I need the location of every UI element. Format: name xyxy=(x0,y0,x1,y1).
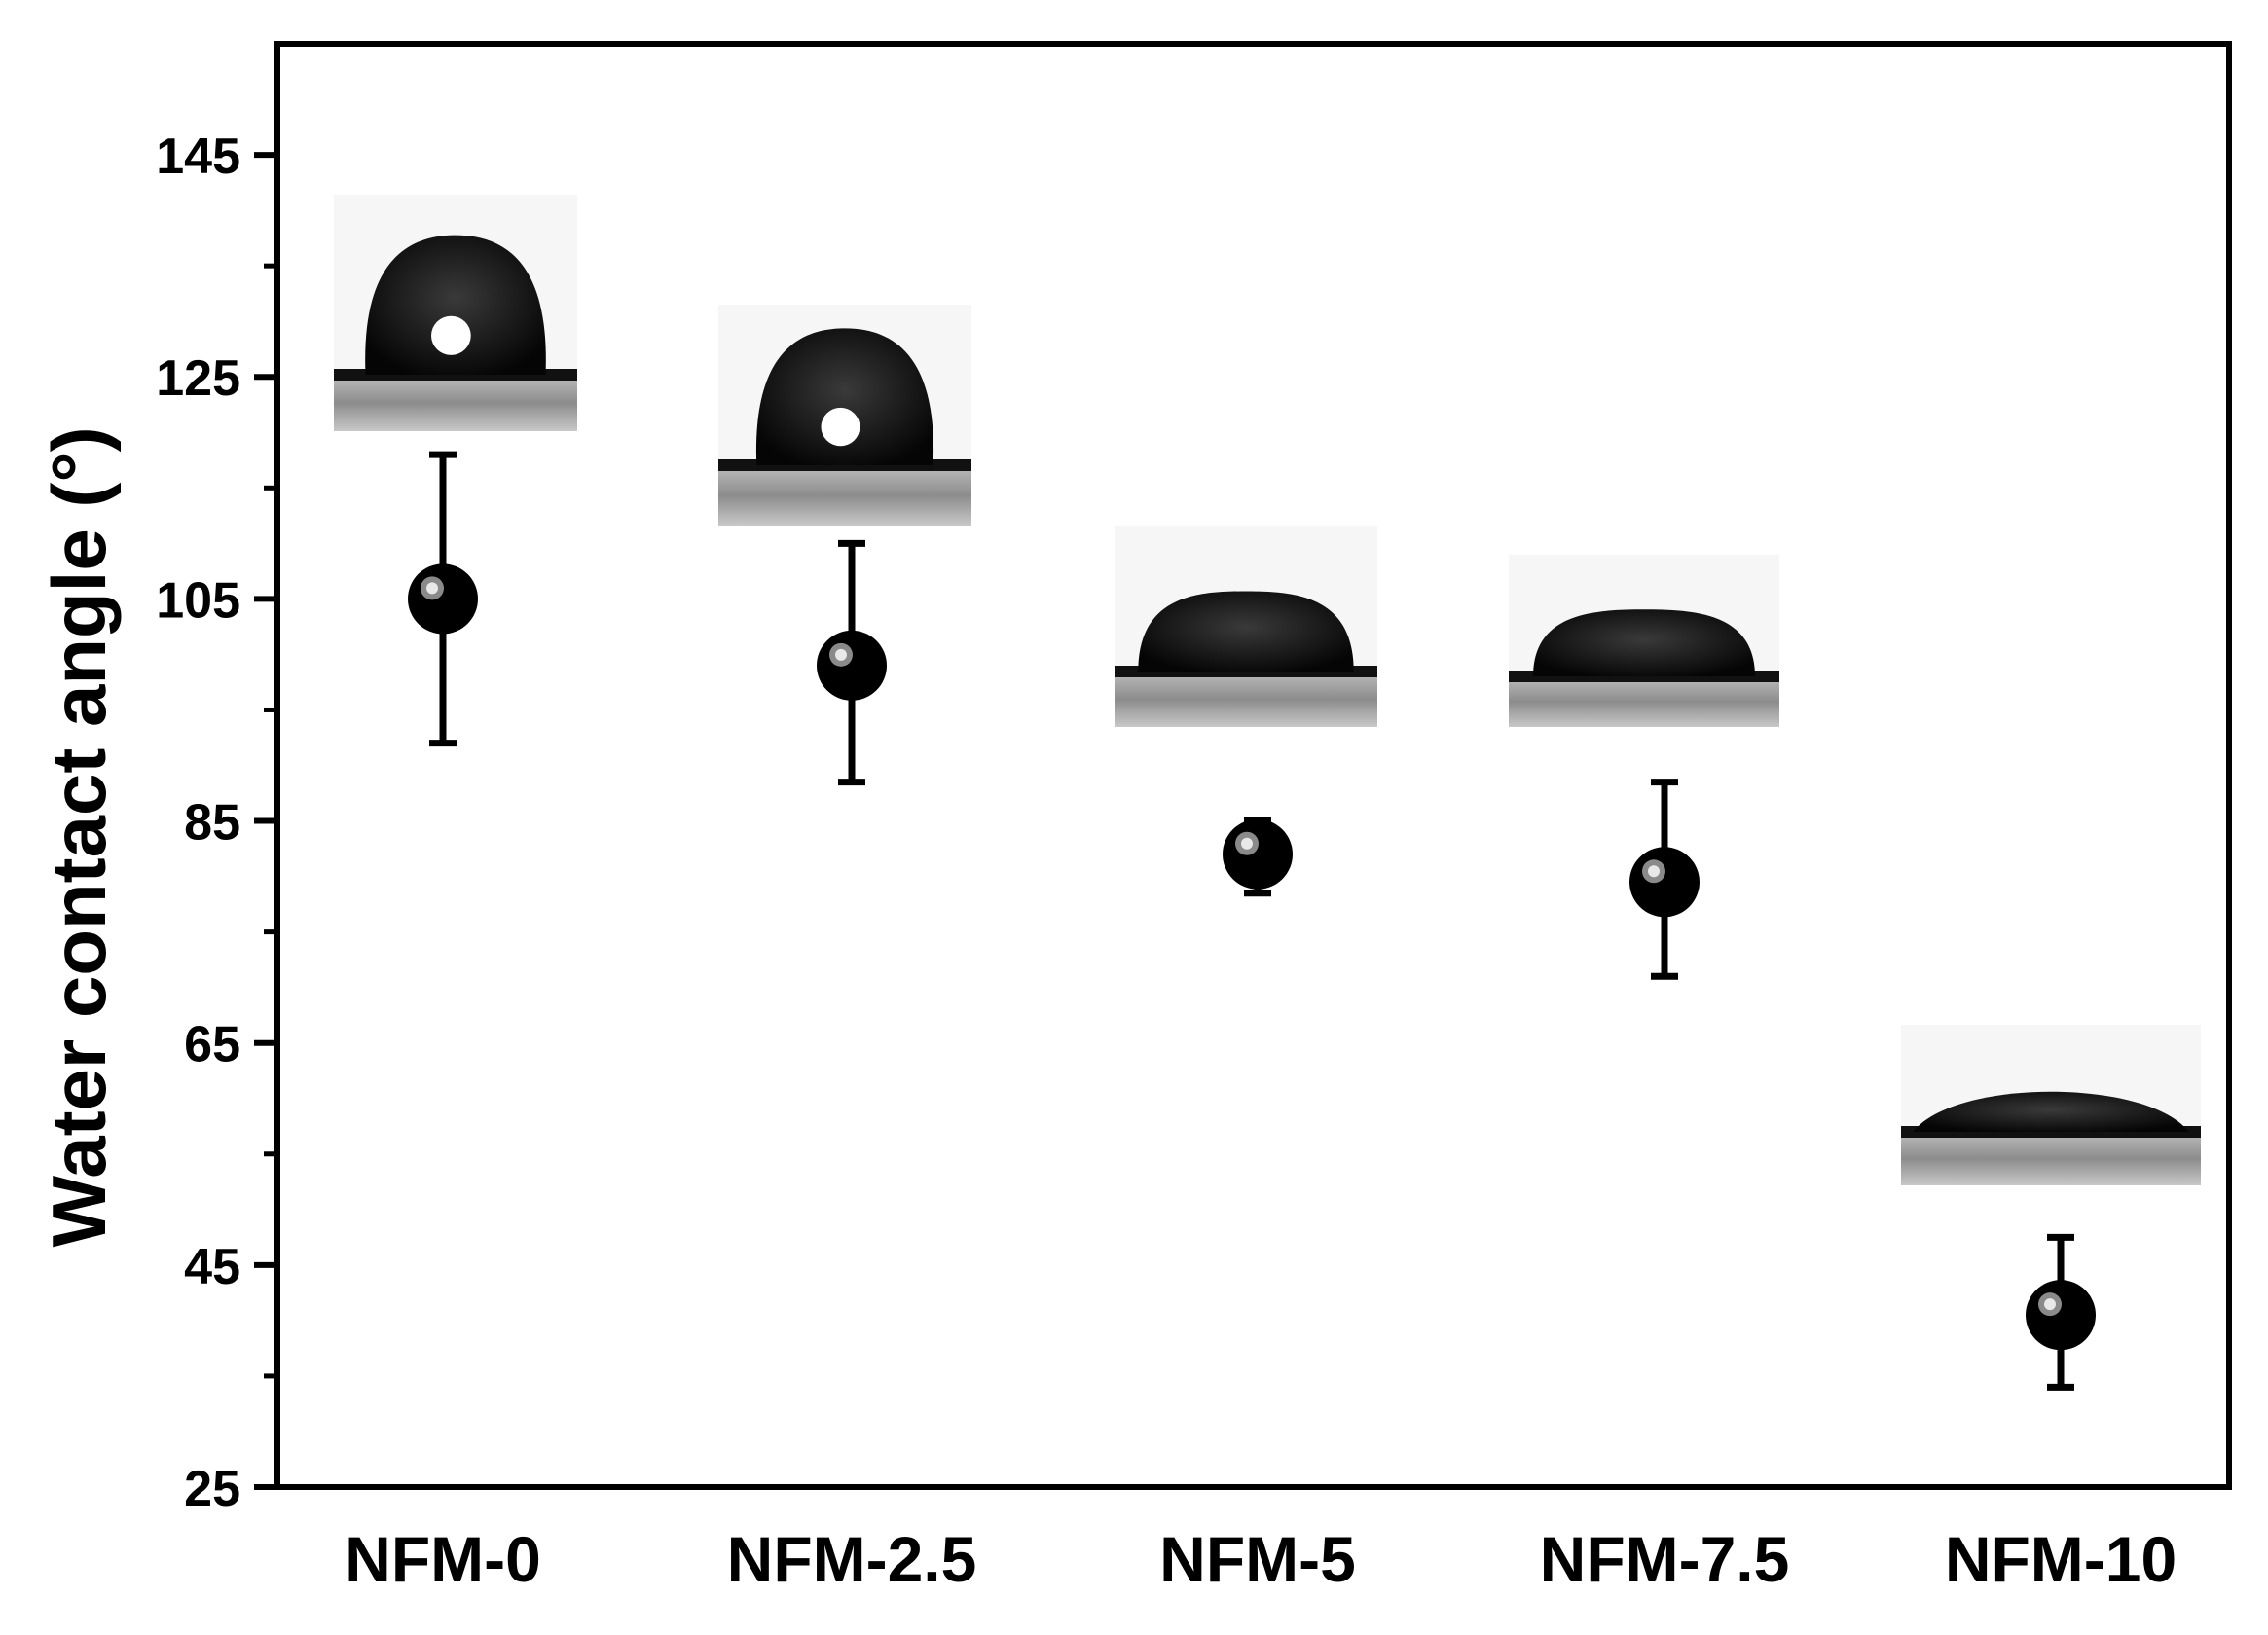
droplet xyxy=(755,328,934,465)
y-tick-label: 65 xyxy=(184,1017,240,1073)
data-point-nfm-2-5 xyxy=(817,539,887,786)
x-tick-label-nfm-2-5: NFM-2.5 xyxy=(727,1523,977,1595)
x-tick-label-nfm-10: NFM-10 xyxy=(1945,1523,2177,1595)
y-ticks: 25 45 65 85 105 125 145 xyxy=(156,128,277,1517)
substrate xyxy=(1509,676,1779,727)
data-point-nfm-0 xyxy=(408,451,478,747)
x-tick-label-nfm-5: NFM-5 xyxy=(1159,1523,1356,1595)
y-tick-label: 45 xyxy=(184,1239,240,1295)
data-layer xyxy=(408,451,2096,1391)
marker-shine-inner xyxy=(1241,837,1253,850)
plot-frame xyxy=(274,41,2232,1490)
x-tick-label-nfm-7-5: NFM-7.5 xyxy=(1540,1523,1790,1595)
water-droplet-photo-4 xyxy=(1901,1025,2201,1185)
substrate xyxy=(334,375,577,431)
substrate xyxy=(1115,672,1377,727)
water-droplet-photo-0 xyxy=(334,195,577,431)
marker xyxy=(408,563,478,635)
y-axis-label: Water contact angle (°) xyxy=(36,426,122,1247)
marker xyxy=(2026,1280,2096,1351)
water-droplet-photo-1 xyxy=(718,305,971,526)
data-point-nfm-5 xyxy=(1223,818,1293,897)
marker-shine-inner xyxy=(1648,865,1660,878)
data-point-nfm-10 xyxy=(2026,1233,2096,1391)
water-droplet-photo-3 xyxy=(1509,555,1779,727)
substrate xyxy=(718,465,971,526)
x-ticks: NFM-0 NFM-2.5 NFM-5 NFM-7.5 NFM-10 xyxy=(345,1523,2177,1595)
marker-shine-inner xyxy=(2044,1298,2056,1311)
y-tick-label: 105 xyxy=(156,572,240,629)
droplet-highlight xyxy=(821,407,860,447)
water-droplet-photo-2 xyxy=(1115,526,1377,727)
y-tick-label: 85 xyxy=(184,795,240,852)
droplet xyxy=(365,235,546,375)
y-tick-label: 25 xyxy=(184,1461,240,1517)
axes-layer: 25 45 65 85 105 125 145 NFM-0 NFM-2.5 NFM-5 NFM-7… xyxy=(36,41,2232,1595)
data-point-nfm-7-5 xyxy=(1629,779,1700,980)
droplet xyxy=(1533,609,1755,676)
marker xyxy=(1629,847,1700,918)
y-tick-label: 125 xyxy=(156,350,240,407)
marker xyxy=(817,630,887,701)
y-tick-label: 145 xyxy=(156,128,240,185)
inset-photos-layer xyxy=(334,195,2201,1185)
droplet-highlight xyxy=(431,315,471,355)
marker-shine-inner xyxy=(835,648,847,661)
x-tick-label-nfm-0: NFM-0 xyxy=(345,1523,541,1595)
marker xyxy=(1223,818,1293,890)
substrate xyxy=(1901,1132,2201,1185)
droplet xyxy=(1913,1091,2189,1132)
droplet xyxy=(1138,591,1354,672)
marker-shine-inner xyxy=(426,582,438,595)
